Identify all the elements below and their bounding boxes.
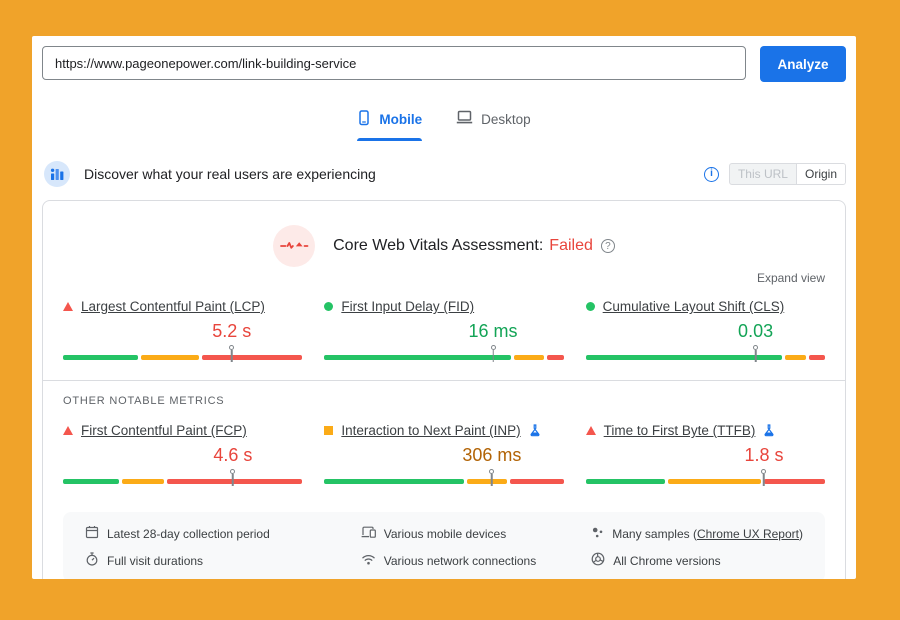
metric-value-lcp: 5.2 s [212,321,252,341]
expand-view-link[interactable]: Expand view [756,271,825,285]
metric-lcp: Largest Contentful Paint (LCP) 5.2 s [63,299,303,362]
metric-value-fid: 16 ms [468,321,518,341]
distribution-bar [585,469,825,486]
field-data-title: Discover what your real users are experi… [84,166,376,182]
distribution-bar [324,469,564,486]
stopwatch-icon [85,552,99,569]
tab-mobile[interactable]: Mobile [357,110,423,141]
assessment-label: Core Web Vitals Assessment: [333,237,544,254]
experimental-flask-icon [763,424,775,437]
metric-value-fcp: 4.6 s [213,445,253,465]
network-connections-item: Various network connections [361,552,576,569]
collection-info-box: Latest 28-day collection period Full vis… [63,512,825,579]
calendar-icon [85,525,99,542]
active-tab-underline [357,138,423,141]
metric-fcp: First Contentful Paint (FCP) 4.6 s [63,423,303,486]
distribution-marker [228,345,235,362]
metric-cls: Cumulative Layout Shift (CLS) 0.03 [585,299,825,362]
distribution-marker [488,469,495,486]
visit-durations-item: Full visit durations [85,552,345,569]
analyze-button[interactable]: Analyze [760,46,846,82]
distribution-marker [752,345,759,362]
url-input[interactable] [42,46,746,80]
metric-link-inp[interactable]: Interaction to Next Paint (INP) [341,423,521,438]
assessment-status: Failed [549,237,593,254]
distribution-bar [324,345,564,362]
network-icon [361,553,376,569]
metric-status-icon [585,302,595,311]
metric-inp: Interaction to Next Paint (INP) 306 ms [324,423,564,486]
distribution-marker [229,469,236,486]
distribution-marker [490,345,497,362]
tab-desktop[interactable]: Desktop [456,110,531,141]
distribution-bar [585,345,825,362]
mobile-devices-item: Various mobile devices [361,525,576,542]
metric-status-icon [63,302,73,311]
metric-status-icon [63,426,73,435]
tab-desktop-label: Desktop [481,111,531,127]
experimental-flask-icon [529,424,541,437]
samples-icon [591,526,604,542]
other-metrics-row: First Contentful Paint (FCP) 4.6 s Inter… [63,423,825,486]
collection-period-item: Latest 28-day collection period [85,525,345,542]
scope-origin-button[interactable]: Origin [795,164,845,184]
field-data-card: Core Web Vitals Assessment: Failed ? Exp… [42,200,846,579]
help-icon[interactable]: ? [600,239,615,253]
other-metrics-heading: OTHER NOTABLE METRICS [63,395,225,407]
metric-ttfb: Time to First Byte (TTFB) 1.8 s [585,423,825,486]
metric-value-cls: 0.03 [738,321,774,341]
cwv-assessment: Core Web Vitals Assessment: Failed ? [63,225,825,267]
distribution-bar [63,469,303,486]
chrome-versions-item: All Chrome versions [591,552,803,569]
metric-status-icon [585,426,596,435]
desktop-laptop-icon [456,110,473,128]
crux-report-link[interactable]: Chrome UX Report [696,526,799,541]
metric-link-ttfb[interactable]: Time to First Byte (TTFB) [603,423,756,438]
tab-mobile-label: Mobile [379,112,423,127]
field-data-header: Discover what your real users are experi… [42,161,846,187]
distribution-bar [63,345,303,362]
metric-link-lcp[interactable]: Largest Contentful Paint (LCP) [81,299,265,314]
scope-toggle: This URL Origin [728,163,846,185]
mobile-phone-icon [357,110,371,129]
real-users-icon [44,161,70,187]
metric-value-ttfb: 1.8 s [744,445,784,465]
metric-link-fcp[interactable]: First Contentful Paint (FCP) [81,423,247,438]
samples-item: Many samples (Chrome UX Report) [591,525,803,542]
metric-status-icon [324,426,334,435]
scope-this-url-button[interactable]: This URL [737,167,788,181]
metric-fid: First Input Delay (FID) 16 ms [324,299,564,362]
devices-icon [361,525,376,542]
info-icon[interactable]: i [703,166,719,182]
core-metrics-row: Largest Contentful Paint (LCP) 5.2 s Fir… [63,299,825,362]
device-tabs: Mobile Desktop [42,110,846,141]
metric-link-cls[interactable]: Cumulative Layout Shift (CLS) [602,299,785,314]
metric-link-fid[interactable]: First Input Delay (FID) [341,299,475,314]
metric-status-icon [324,302,334,311]
metric-value-inp: 306 ms [462,445,522,465]
chrome-icon [591,552,605,569]
section-divider [43,380,845,381]
pulse-waveform-icon [273,225,316,267]
url-bar: Analyze [42,46,846,82]
distribution-marker [760,469,767,486]
pagespeed-panel: Analyze Mobile Desktop [32,36,856,579]
